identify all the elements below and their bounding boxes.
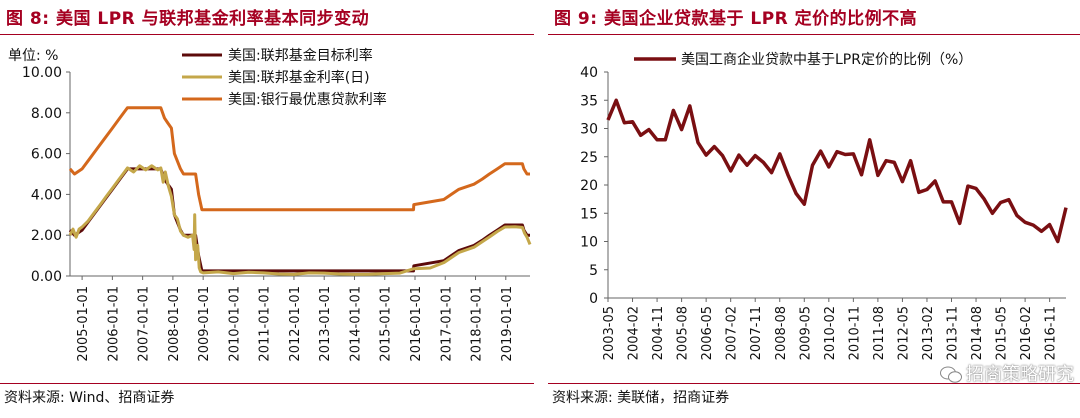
x-tick-label: 2015-05 (995, 306, 1010, 360)
x-tick-label: 2014-01-01 (348, 286, 363, 362)
x-tick-label: 2009-01-01 (197, 286, 212, 362)
x-tick-label: 2019-01-01 (500, 286, 515, 362)
series-line (68, 167, 530, 273)
x-tick-label: 2006-01-01 (106, 286, 121, 362)
wechat-icon (940, 366, 962, 383)
y-tick-label: 8.00 (31, 106, 62, 122)
x-tick-label: 2010-11 (847, 306, 862, 360)
x-tick-label: 2009-05 (798, 306, 813, 360)
right-title-rule (548, 34, 1080, 35)
left-figure-title: 图 8: 美国 LPR 与联邦基金利率基本同步变动 (6, 9, 370, 29)
right-figure-title: 图 9: 美国企业贷款基于 LPR 定价的比例不高 (554, 9, 918, 29)
right-source-rule (548, 383, 1080, 384)
x-tick-label: 2011-01-01 (258, 286, 273, 362)
x-tick-label: 2016-02 (1019, 306, 1034, 360)
left-title-rule (0, 34, 534, 35)
x-tick-label: 2005-01-01 (76, 286, 91, 362)
y-tick-label: 4.00 (31, 187, 62, 203)
x-tick-label: 2004-02 (627, 306, 642, 360)
legend-label: 美国工商企业贷款中基于LPR定价的比例（%） (681, 51, 972, 68)
y-tick-label: 25 (580, 150, 598, 166)
series-line (68, 106, 530, 212)
x-tick-label: 2012-05 (896, 306, 911, 360)
x-tick-label: 2013-01-01 (318, 286, 333, 362)
watermark-text: 招商策略研究 (966, 364, 1074, 385)
y-tick-label: 10.00 (22, 65, 62, 81)
right-source: 资料来源: 美联储，招商证券 (552, 390, 730, 406)
plot-area (606, 98, 1068, 244)
x-tick-label: 2008-08 (774, 306, 789, 360)
x-tick-label: 2007-02 (725, 306, 740, 360)
y-axis: 0 5 10 15 20 25 30 35 40 (580, 65, 609, 307)
watermark: 招商策略研究 (940, 360, 1074, 386)
x-tick-label: 2005-08 (676, 306, 691, 360)
x-tick-label: 2010-01-01 (227, 286, 242, 362)
x-tick-label: 2010-02 (823, 306, 838, 360)
x-axis: 2005-01-01 2006-01-01 2007-01-01 2008-01-01… (70, 275, 530, 362)
x-tick-label: 2016-01-01 (409, 286, 424, 362)
left-chart: 单位: % 0.00 2.00 4.00 6.00 8.00 10.00 2005-01-… (8, 47, 532, 362)
x-tick-label: 2015-01-01 (379, 286, 394, 362)
y-tick-label: 2.00 (31, 228, 62, 244)
x-tick-label: 2004-11 (651, 306, 666, 360)
series-line (606, 98, 1068, 244)
x-tick-label: 2014-08 (970, 306, 985, 360)
left-figure: 图 8: 美国 LPR 与联邦基金利率基本同步变动 单位: % 0.00 2.00… (0, 0, 534, 418)
x-tick-label: 2012-01-01 (288, 286, 303, 362)
x-tick-label: 2013-11 (946, 306, 961, 360)
legend: 美国工商企业贷款中基于LPR定价的比例（%） (634, 51, 972, 68)
legend-label: 美国:联邦基金目标利率 (228, 47, 373, 64)
left-source-rule (0, 383, 534, 384)
right-figure: 图 9: 美国企业贷款基于 LPR 定价的比例不高 0 5 10 15 20 25 30 35… (548, 0, 1080, 418)
y-axis: 0.00 2.00 4.00 6.00 8.00 10.00 (22, 65, 71, 285)
unit-label: 单位: % (8, 48, 58, 64)
y-tick-label: 15 (580, 206, 598, 222)
y-tick-label: 5 (589, 263, 598, 279)
plot-area (68, 106, 532, 276)
y-tick-label: 30 (580, 122, 598, 138)
y-tick-label: 6.00 (31, 147, 62, 163)
x-tick-label: 2007-11 (749, 306, 764, 360)
legend-label: 美国:联邦基金利率(日) (228, 69, 370, 86)
y-tick-label: 0.00 (31, 269, 62, 285)
series-line (68, 164, 532, 276)
x-tick-label: 2013-02 (921, 306, 936, 360)
x-tick-label: 2016-11 (1044, 306, 1059, 360)
legend-label: 美国:银行最优惠贷款利率 (228, 91, 387, 108)
x-axis: 2003-05 2004-02 2004-11 2005-08 2006-05 2007-… (602, 297, 1066, 360)
x-tick-label: 2018-01-01 (470, 286, 485, 362)
x-tick-label: 2003-05 (602, 306, 617, 360)
y-tick-label: 40 (580, 65, 598, 81)
x-tick-label: 2007-01-01 (137, 286, 152, 362)
x-tick-label: 2008-01-01 (167, 286, 182, 362)
y-tick-label: 0 (589, 291, 598, 307)
left-source: 资料来源: Wind、招商证券 (4, 390, 175, 406)
x-tick-label: 2011-08 (872, 306, 887, 360)
y-tick-label: 20 (580, 178, 598, 194)
x-tick-label: 2006-05 (700, 306, 715, 360)
x-tick-label: 2017-01-01 (439, 286, 454, 362)
y-tick-label: 35 (580, 93, 598, 109)
y-tick-label: 10 (580, 235, 598, 251)
